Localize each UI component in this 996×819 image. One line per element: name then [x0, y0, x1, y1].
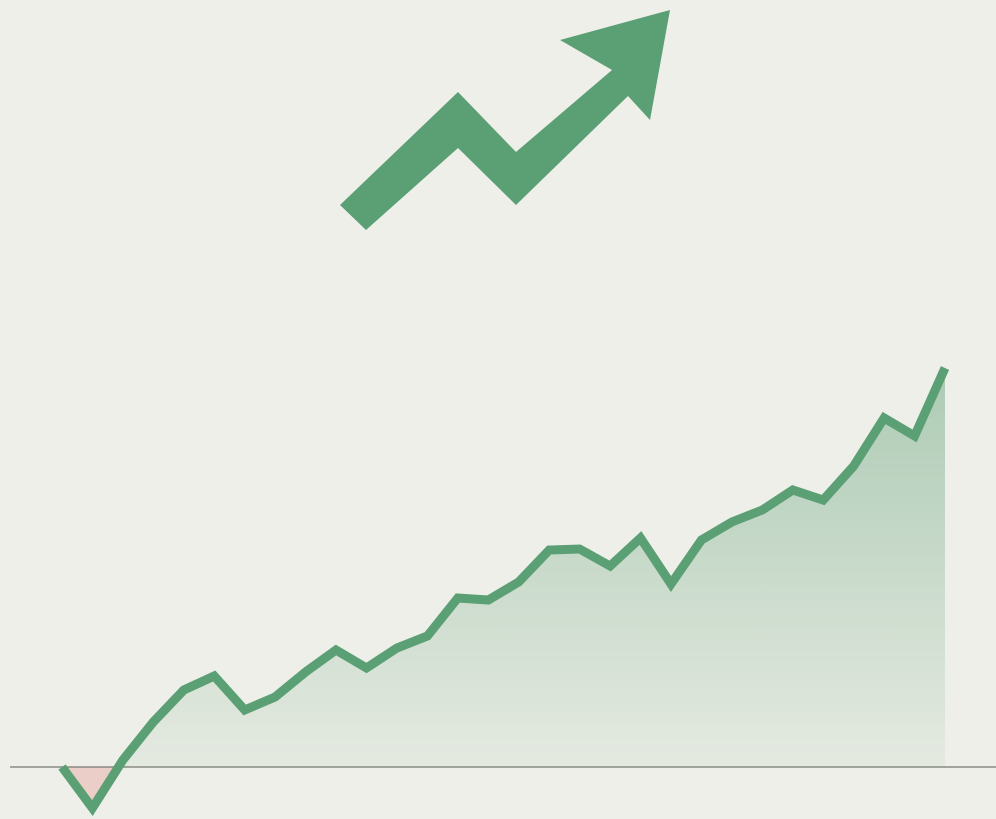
trend-arrow	[340, 10, 670, 230]
line	[58, 366, 950, 816]
area-fill	[62, 368, 945, 767]
plot-area	[10, 366, 996, 816]
